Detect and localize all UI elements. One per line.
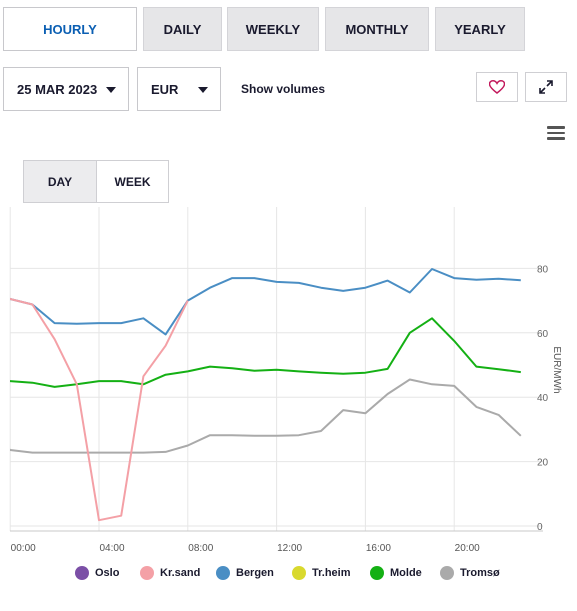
view-week-button[interactable]: WEEK <box>96 160 169 203</box>
legend-label: Tromsø <box>460 567 500 579</box>
legend-item-oslo[interactable]: Oslo <box>75 566 119 580</box>
y-tick-label: 0 <box>537 522 543 533</box>
y-axis-title: EUR/MWh <box>551 346 562 393</box>
x-tick-label: 00:00 <box>11 543 36 554</box>
x-tick-label: 16:00 <box>366 543 391 554</box>
tab-weekly[interactable]: WEEKLY <box>227 7 319 51</box>
series-line-molde <box>10 317 521 388</box>
legend-swatch <box>370 566 384 580</box>
tab-monthly[interactable]: MONTHLY <box>325 7 429 51</box>
expand-button[interactable] <box>525 72 567 102</box>
view-day-button[interactable]: DAY <box>23 160 97 203</box>
tab-hourly[interactable]: HOURLY <box>3 7 137 51</box>
series-line-troms <box>10 378 522 454</box>
y-tick-label: 60 <box>537 329 549 340</box>
legend-item-bergen[interactable]: Bergen <box>216 566 274 580</box>
legend-swatch <box>440 566 454 580</box>
legend-swatch <box>75 566 89 580</box>
price-chart: 0 20 40 60 80 00:00 04:00 08:00 12:00 16:00 20:00 E… <box>9 207 562 554</box>
x-tick-label: 20:00 <box>455 543 480 554</box>
legend-label: Molde <box>390 567 422 579</box>
chevron-down-icon <box>198 87 208 93</box>
legend-item-molde[interactable]: Molde <box>370 566 422 580</box>
date-value: 25 MAR 2023 <box>17 81 98 97</box>
x-tick-label: 04:00 <box>99 543 124 554</box>
tab-daily[interactable]: DAILY <box>143 7 222 51</box>
show-volumes-link[interactable]: Show volumes <box>241 82 326 96</box>
legend-label: Kr.sand <box>160 567 201 579</box>
y-tick-label: 40 <box>537 393 549 404</box>
legend-swatch <box>292 566 306 580</box>
currency-select[interactable]: EUR <box>137 67 221 111</box>
menu-icon[interactable] <box>547 126 565 140</box>
chevron-down-icon <box>106 87 116 93</box>
legend-swatch <box>216 566 230 580</box>
x-tick-label: 12:00 <box>277 543 302 554</box>
y-tick-label: 20 <box>537 458 549 469</box>
x-tick-label: 08:00 <box>188 543 213 554</box>
legend-item-tr-heim[interactable]: Tr.heim <box>292 566 351 580</box>
chart-legend: Oslo Kr.sand Bergen Tr.heim Molde Tromsø <box>0 566 577 586</box>
date-select[interactable]: 25 MAR 2023 <box>3 67 129 111</box>
legend-label: Tr.heim <box>312 567 351 579</box>
legend-item-troms[interactable]: Tromsø <box>440 566 500 580</box>
favorite-button[interactable] <box>476 72 518 102</box>
expand-icon <box>539 80 553 94</box>
legend-label: Oslo <box>95 567 120 579</box>
legend-label: Bergen <box>236 567 274 579</box>
legend-swatch <box>140 566 154 580</box>
currency-value: EUR <box>151 81 179 97</box>
series-line-bergen <box>10 268 521 336</box>
series-line-kr-sand <box>10 297 189 522</box>
legend-item-kr-sand[interactable]: Kr.sand <box>140 566 200 580</box>
tab-yearly[interactable]: YEARLY <box>435 7 525 51</box>
y-tick-label: 80 <box>537 264 549 275</box>
heart-icon <box>489 80 505 94</box>
